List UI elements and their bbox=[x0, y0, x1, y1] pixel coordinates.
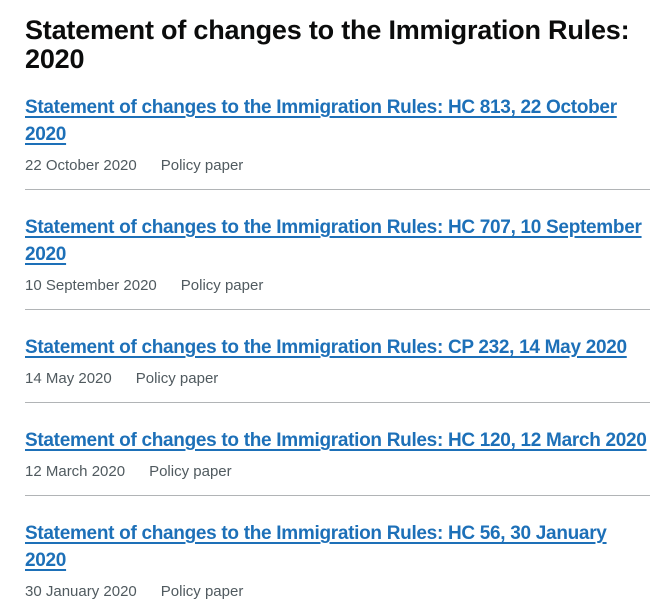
document-meta: 14 May 2020 Policy paper bbox=[25, 369, 650, 388]
document-type-label: Policy paper bbox=[180, 277, 264, 294]
document-link[interactable]: Statement of changes to the Immigration … bbox=[25, 337, 627, 358]
document-list: Statement of changes to the Immigration … bbox=[25, 94, 650, 615]
document-meta: 22 October 2020 Policy paper bbox=[25, 156, 650, 175]
document-list-item: Statement of changes to the Immigration … bbox=[25, 94, 650, 189]
document-list-item: Statement of changes to the Immigration … bbox=[25, 495, 650, 615]
document-list-item: Statement of changes to the Immigration … bbox=[25, 309, 650, 402]
document-link[interactable]: Statement of changes to the Immigration … bbox=[25, 523, 607, 571]
document-date: 10 September 2020 bbox=[25, 277, 157, 294]
document-meta: 12 March 2020 Policy paper bbox=[25, 462, 650, 481]
document-meta: 10 September 2020 Policy paper bbox=[25, 276, 650, 295]
page-title: Statement of changes to the Immigration … bbox=[25, 15, 630, 74]
document-type-label: Policy paper bbox=[160, 157, 244, 174]
document-list-item: Statement of changes to the Immigration … bbox=[25, 402, 650, 495]
document-type-label: Policy paper bbox=[135, 370, 219, 387]
document-meta: 30 January 2020 Policy paper bbox=[25, 582, 650, 601]
document-type-label: Policy paper bbox=[160, 583, 244, 600]
document-date: 12 March 2020 bbox=[25, 463, 126, 480]
document-date: 30 January 2020 bbox=[25, 583, 137, 600]
document-type-label: Policy paper bbox=[149, 463, 232, 480]
document-link[interactable]: Statement of changes to the Immigration … bbox=[25, 430, 647, 451]
document-date: 22 October 2020 bbox=[25, 157, 137, 174]
document-link[interactable]: Statement of changes to the Immigration … bbox=[25, 97, 617, 145]
document-list-item: Statement of changes to the Immigration … bbox=[25, 189, 650, 309]
document-link[interactable]: Statement of changes to the Immigration … bbox=[25, 217, 642, 265]
document-date: 14 May 2020 bbox=[25, 370, 112, 387]
